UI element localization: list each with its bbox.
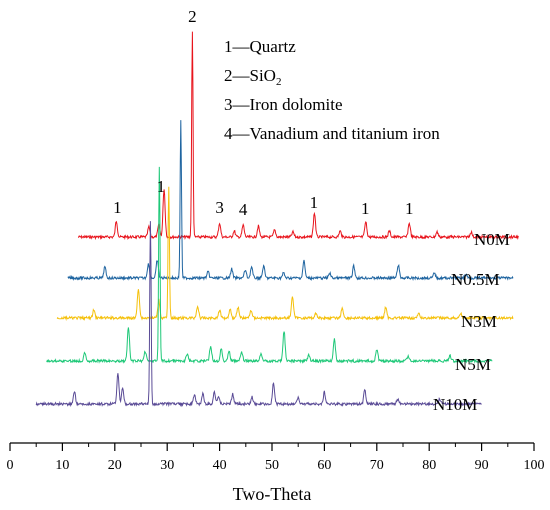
legend-entry-sio2: 2—SiO2 (224, 66, 281, 88)
series-label: N0.5M (451, 270, 500, 289)
series-trace-n3m (56, 186, 514, 322)
legend-entry-quartz: 1—Quartz (224, 37, 296, 56)
series-label: N10M (433, 395, 477, 414)
x-axis-ticks: 0 10 20 30 40 50 60 70 80 90 100 (7, 443, 545, 473)
series-label: N0M (474, 230, 510, 249)
peak-labels: 2 1 1 3 4 1 1 1 (113, 7, 413, 219)
x-axis-label: Two-Theta (233, 484, 312, 504)
peak-label: 1 (405, 199, 414, 218)
x-tick-label: 90 (475, 458, 489, 473)
x-tick-label: 70 (370, 458, 384, 473)
x-tick-label: 10 (55, 458, 69, 473)
x-tick-label: 30 (160, 458, 174, 473)
legend-entry-vanadium-titanium-iron: 4—Vanadium and titanium iron (224, 124, 440, 143)
x-tick-label: 50 (265, 458, 279, 473)
series-label: N3M (461, 312, 497, 331)
series-trace-n5m (46, 166, 493, 364)
series-label: N5M (455, 355, 491, 374)
series-trace-n10m (35, 221, 482, 408)
legend-entry-iron-dolomite: 3—Iron dolomite (224, 95, 343, 114)
peak-label: 2 (188, 7, 197, 26)
xrd-traces (35, 31, 519, 408)
series-trace-n0m (77, 31, 519, 241)
peak-label: 3 (215, 198, 224, 217)
x-tick-label: 40 (213, 458, 227, 473)
series-labels: N0M N0.5M N3M N5M N10M (433, 230, 510, 414)
x-tick-label: 0 (7, 458, 14, 473)
peak-label: 1 (157, 177, 166, 196)
peak-label: 1 (113, 198, 122, 217)
peak-label: 1 (310, 193, 319, 212)
x-tick-label: 100 (524, 458, 545, 473)
peak-label: 1 (361, 199, 370, 218)
peak-label: 4 (239, 200, 248, 219)
x-tick-label: 60 (317, 458, 331, 473)
legend: 1—Quartz 2—SiO2 3—Iron dolomite 4—Vanadi… (224, 37, 440, 143)
x-tick-label: 80 (422, 458, 436, 473)
x-tick-label: 20 (108, 458, 122, 473)
series-trace-n0-5m (67, 120, 514, 282)
